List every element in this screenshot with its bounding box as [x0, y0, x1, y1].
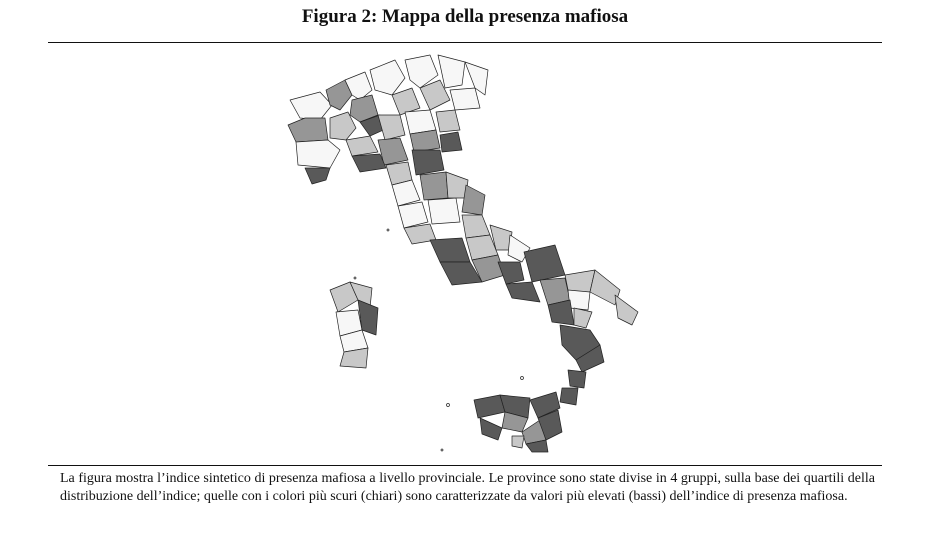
- province-polygon: [411, 149, 445, 176]
- province-polygon: [339, 347, 369, 369]
- province-polygon: [419, 79, 451, 111]
- island-dot: [353, 276, 357, 280]
- province-polygon: [511, 435, 525, 449]
- province-polygon: [404, 54, 439, 89]
- region-sicily: [473, 391, 563, 453]
- minor-islands: [353, 228, 524, 452]
- province-polygon: [461, 184, 486, 216]
- region-sardinia: [329, 281, 379, 369]
- province-polygon: [351, 153, 387, 173]
- province-polygon: [529, 391, 561, 419]
- province-polygon: [575, 344, 605, 373]
- province-polygon: [409, 129, 441, 153]
- province-polygon: [427, 197, 461, 225]
- province-polygon: [397, 201, 429, 229]
- province-polygon: [289, 91, 333, 121]
- province-polygon: [429, 237, 471, 263]
- region-north: [287, 54, 489, 185]
- bottom-rule: [48, 465, 882, 466]
- province-polygon: [377, 137, 409, 166]
- province-polygon: [464, 61, 489, 96]
- province-polygon: [505, 281, 541, 303]
- region-centre: [351, 149, 531, 263]
- province-polygon: [287, 117, 329, 143]
- province-polygon: [344, 71, 373, 101]
- province-polygon: [523, 244, 566, 283]
- figure-title: Figura 2: Mappa della presenza mafiosa: [301, 6, 629, 27]
- province-polygon: [439, 131, 463, 153]
- province-polygon: [537, 409, 563, 441]
- province-polygon: [449, 87, 481, 111]
- province-polygon: [589, 269, 621, 306]
- province-polygon: [461, 214, 491, 239]
- top-rule: [48, 42, 882, 43]
- province-polygon: [497, 261, 525, 285]
- province-polygon: [435, 109, 461, 133]
- province-polygon: [614, 294, 639, 326]
- province-polygon: [567, 369, 587, 389]
- province-polygon: [377, 114, 406, 141]
- province-polygon: [325, 79, 353, 111]
- province-polygon: [473, 394, 506, 419]
- island-dot: [520, 376, 524, 380]
- province-polygon: [507, 234, 531, 263]
- province-polygon: [559, 387, 579, 406]
- province-polygon: [479, 417, 503, 441]
- figure-caption: La figura mostra l’indice sintetico di p…: [60, 471, 875, 504]
- province-polygon: [437, 54, 466, 89]
- province-polygon: [525, 439, 549, 453]
- island-dot: [386, 228, 390, 232]
- province-polygon: [295, 139, 341, 169]
- province-polygon: [391, 87, 421, 116]
- province-polygon: [391, 179, 421, 207]
- province-polygon: [304, 167, 331, 185]
- region-south: [439, 244, 639, 406]
- province-polygon: [419, 171, 449, 201]
- province-polygon: [345, 135, 379, 157]
- province-polygon: [369, 59, 406, 96]
- island-dot: [440, 448, 444, 452]
- province-polygon: [357, 299, 379, 336]
- island-dot: [446, 403, 450, 407]
- province-polygon: [329, 111, 357, 141]
- province-polygon: [573, 307, 593, 329]
